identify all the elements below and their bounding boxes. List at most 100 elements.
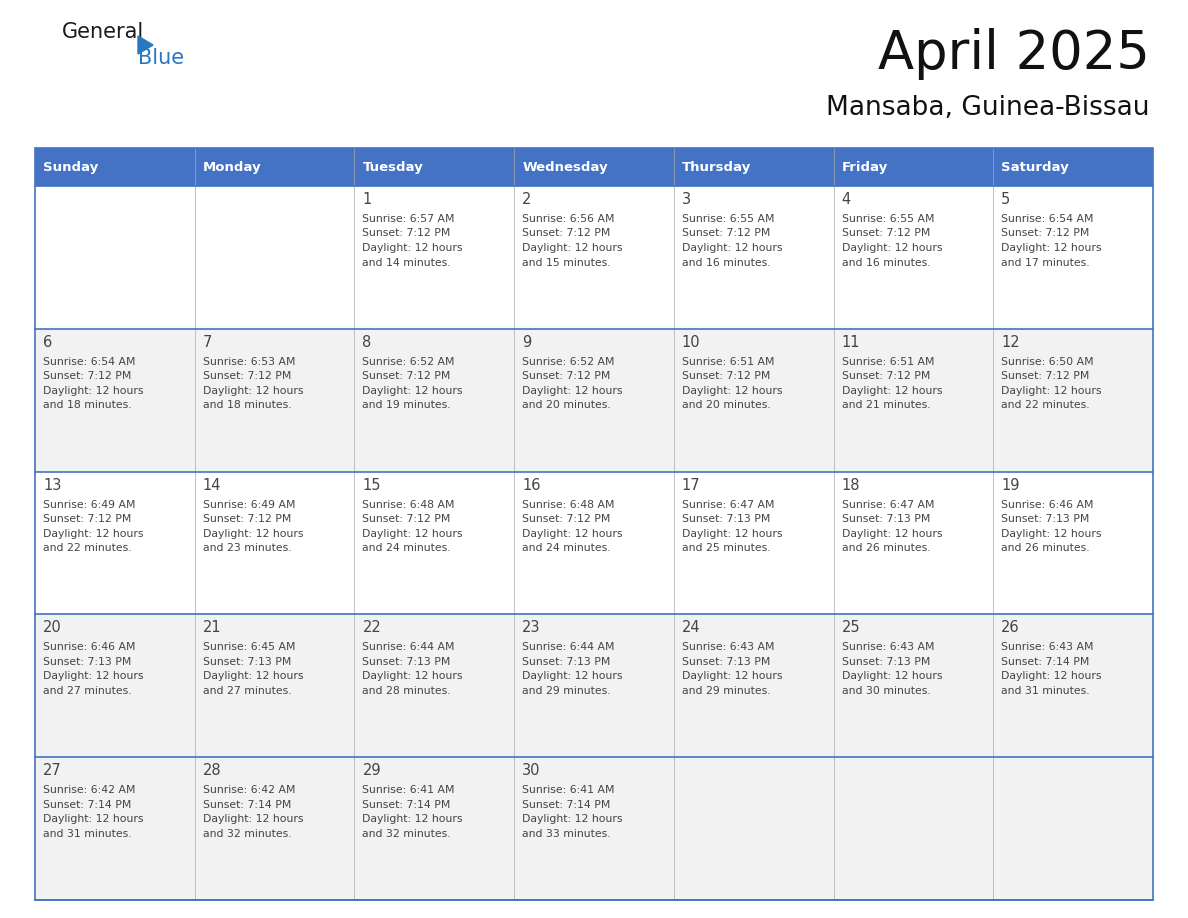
Text: Daylight: 12 hours: Daylight: 12 hours xyxy=(682,243,783,253)
Text: Sunrise: 6:41 AM: Sunrise: 6:41 AM xyxy=(523,785,614,795)
Text: Sunset: 7:13 PM: Sunset: 7:13 PM xyxy=(1001,514,1089,524)
Text: 21: 21 xyxy=(203,621,221,635)
Text: 8: 8 xyxy=(362,335,372,350)
Text: and 17 minutes.: and 17 minutes. xyxy=(1001,258,1089,267)
Text: Sunset: 7:12 PM: Sunset: 7:12 PM xyxy=(523,229,611,239)
Text: Blue: Blue xyxy=(138,48,184,68)
Text: Daylight: 12 hours: Daylight: 12 hours xyxy=(523,671,623,681)
Text: Daylight: 12 hours: Daylight: 12 hours xyxy=(523,529,623,539)
Text: and 27 minutes.: and 27 minutes. xyxy=(203,686,291,696)
Text: Daylight: 12 hours: Daylight: 12 hours xyxy=(841,529,942,539)
Text: Daylight: 12 hours: Daylight: 12 hours xyxy=(362,671,463,681)
Text: Sunrise: 6:47 AM: Sunrise: 6:47 AM xyxy=(841,499,934,509)
Bar xyxy=(674,148,834,186)
Text: Daylight: 12 hours: Daylight: 12 hours xyxy=(203,671,303,681)
Bar xyxy=(34,472,1154,614)
Text: April 2025: April 2025 xyxy=(878,28,1150,80)
Text: Sunrise: 6:45 AM: Sunrise: 6:45 AM xyxy=(203,643,295,653)
Text: Saturday: Saturday xyxy=(1001,161,1069,174)
Text: Sunrise: 6:52 AM: Sunrise: 6:52 AM xyxy=(523,357,614,367)
Text: Sunrise: 6:54 AM: Sunrise: 6:54 AM xyxy=(43,357,135,367)
Text: Daylight: 12 hours: Daylight: 12 hours xyxy=(43,671,144,681)
Text: Sunset: 7:12 PM: Sunset: 7:12 PM xyxy=(203,514,291,524)
Text: Sunrise: 6:48 AM: Sunrise: 6:48 AM xyxy=(362,499,455,509)
Text: Daylight: 12 hours: Daylight: 12 hours xyxy=(682,671,783,681)
Text: 2: 2 xyxy=(523,192,531,207)
Bar xyxy=(514,148,674,186)
Bar xyxy=(34,757,1154,900)
Text: and 26 minutes.: and 26 minutes. xyxy=(1001,543,1089,554)
Text: 23: 23 xyxy=(523,621,541,635)
Text: Sunrise: 6:42 AM: Sunrise: 6:42 AM xyxy=(203,785,295,795)
Text: Daylight: 12 hours: Daylight: 12 hours xyxy=(203,386,303,396)
Text: 26: 26 xyxy=(1001,621,1020,635)
Text: Sunset: 7:12 PM: Sunset: 7:12 PM xyxy=(1001,371,1089,381)
Text: Daylight: 12 hours: Daylight: 12 hours xyxy=(362,814,463,824)
Text: Sunset: 7:13 PM: Sunset: 7:13 PM xyxy=(362,657,450,666)
Text: 22: 22 xyxy=(362,621,381,635)
Text: Sunset: 7:14 PM: Sunset: 7:14 PM xyxy=(1001,657,1089,666)
Bar xyxy=(34,148,1154,900)
Bar xyxy=(354,148,514,186)
Text: Sunrise: 6:50 AM: Sunrise: 6:50 AM xyxy=(1001,357,1094,367)
Text: General: General xyxy=(62,22,144,42)
Text: Daylight: 12 hours: Daylight: 12 hours xyxy=(841,671,942,681)
Text: and 29 minutes.: and 29 minutes. xyxy=(523,686,611,696)
Text: Sunrise: 6:43 AM: Sunrise: 6:43 AM xyxy=(1001,643,1094,653)
Text: and 20 minutes.: and 20 minutes. xyxy=(682,400,771,410)
Text: Daylight: 12 hours: Daylight: 12 hours xyxy=(841,386,942,396)
Text: 1: 1 xyxy=(362,192,372,207)
Text: Sunrise: 6:51 AM: Sunrise: 6:51 AM xyxy=(841,357,934,367)
Text: Daylight: 12 hours: Daylight: 12 hours xyxy=(523,386,623,396)
Text: Tuesday: Tuesday xyxy=(362,161,423,174)
Text: and 32 minutes.: and 32 minutes. xyxy=(203,829,291,839)
Text: 3: 3 xyxy=(682,192,691,207)
Text: Daylight: 12 hours: Daylight: 12 hours xyxy=(1001,671,1101,681)
Text: and 22 minutes.: and 22 minutes. xyxy=(43,543,132,554)
Text: Daylight: 12 hours: Daylight: 12 hours xyxy=(362,386,463,396)
Text: and 18 minutes.: and 18 minutes. xyxy=(43,400,132,410)
Text: and 20 minutes.: and 20 minutes. xyxy=(523,400,611,410)
Text: Sunset: 7:13 PM: Sunset: 7:13 PM xyxy=(43,657,132,666)
Bar xyxy=(34,186,1154,329)
Text: Daylight: 12 hours: Daylight: 12 hours xyxy=(43,814,144,824)
Text: Sunset: 7:12 PM: Sunset: 7:12 PM xyxy=(523,514,611,524)
Text: Mansaba, Guinea-Bissau: Mansaba, Guinea-Bissau xyxy=(827,95,1150,121)
Text: Sunrise: 6:47 AM: Sunrise: 6:47 AM xyxy=(682,499,775,509)
Text: Daylight: 12 hours: Daylight: 12 hours xyxy=(523,243,623,253)
Text: Sunrise: 6:44 AM: Sunrise: 6:44 AM xyxy=(362,643,455,653)
Text: Friday: Friday xyxy=(841,161,887,174)
Text: and 18 minutes.: and 18 minutes. xyxy=(203,400,291,410)
Text: Sunset: 7:12 PM: Sunset: 7:12 PM xyxy=(43,514,132,524)
Text: Sunrise: 6:52 AM: Sunrise: 6:52 AM xyxy=(362,357,455,367)
Text: 18: 18 xyxy=(841,477,860,493)
Text: and 33 minutes.: and 33 minutes. xyxy=(523,829,611,839)
Text: Daylight: 12 hours: Daylight: 12 hours xyxy=(523,814,623,824)
Text: Sunset: 7:12 PM: Sunset: 7:12 PM xyxy=(43,371,132,381)
Text: Sunrise: 6:49 AM: Sunrise: 6:49 AM xyxy=(203,499,295,509)
Text: and 21 minutes.: and 21 minutes. xyxy=(841,400,930,410)
Bar xyxy=(34,148,195,186)
Text: Sunset: 7:12 PM: Sunset: 7:12 PM xyxy=(362,229,450,239)
Text: 17: 17 xyxy=(682,477,701,493)
Text: 24: 24 xyxy=(682,621,701,635)
Text: and 31 minutes.: and 31 minutes. xyxy=(43,829,132,839)
Bar xyxy=(34,329,1154,472)
Text: and 14 minutes.: and 14 minutes. xyxy=(362,258,451,267)
Text: 20: 20 xyxy=(43,621,62,635)
Text: 9: 9 xyxy=(523,335,531,350)
Text: 15: 15 xyxy=(362,477,381,493)
Text: Sunset: 7:12 PM: Sunset: 7:12 PM xyxy=(203,371,291,381)
Text: Sunset: 7:14 PM: Sunset: 7:14 PM xyxy=(362,800,450,810)
Text: 19: 19 xyxy=(1001,477,1019,493)
Text: and 29 minutes.: and 29 minutes. xyxy=(682,686,771,696)
Text: and 16 minutes.: and 16 minutes. xyxy=(841,258,930,267)
Text: 16: 16 xyxy=(523,477,541,493)
Text: and 31 minutes.: and 31 minutes. xyxy=(1001,686,1089,696)
Text: and 26 minutes.: and 26 minutes. xyxy=(841,543,930,554)
Text: Daylight: 12 hours: Daylight: 12 hours xyxy=(682,529,783,539)
Text: Sunrise: 6:43 AM: Sunrise: 6:43 AM xyxy=(841,643,934,653)
Text: Sunrise: 6:48 AM: Sunrise: 6:48 AM xyxy=(523,499,614,509)
Text: Sunday: Sunday xyxy=(43,161,99,174)
Text: Sunrise: 6:54 AM: Sunrise: 6:54 AM xyxy=(1001,214,1094,224)
